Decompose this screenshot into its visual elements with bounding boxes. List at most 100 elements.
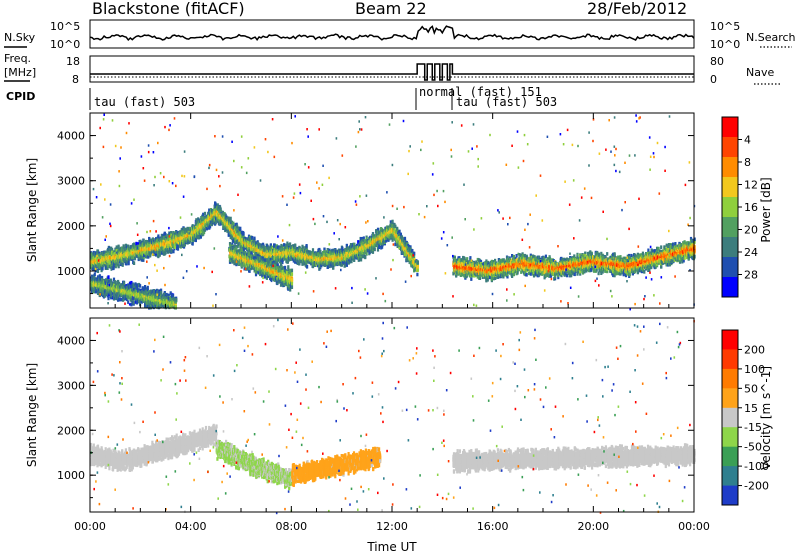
freq-label-line2: [MHz] [4, 66, 36, 79]
gate-cell [205, 226, 208, 231]
gate-cell [150, 238, 153, 243]
gate-cell [143, 242, 146, 246]
gate-cell [170, 231, 173, 235]
gate-cell [164, 235, 167, 239]
gate-cell [110, 254, 113, 258]
gate-cell [122, 245, 125, 250]
gate-cell [164, 250, 167, 255]
gate-cell [157, 254, 160, 259]
frequency-panel: Freq. [MHz] 18 8 80 0 Nave CPID [4, 52, 780, 103]
gate-cell [96, 249, 100, 254]
gate-cell [253, 236, 256, 241]
gate-cell [111, 247, 114, 252]
gate-cell [193, 236, 196, 240]
gate-cell [198, 235, 201, 240]
gate-cell [164, 233, 167, 237]
gate-cell [294, 243, 297, 248]
gate-cell [142, 255, 145, 260]
cpid-segment-1: tau (fast) 503 [94, 95, 195, 109]
gate-cell [203, 228, 207, 232]
gate-cell [186, 226, 189, 231]
gate-cell [191, 239, 194, 244]
sky-right-label: N.Search [746, 31, 796, 44]
date-title: 28/Feb/2012 [587, 0, 687, 18]
gate-cell [311, 248, 315, 252]
gate-cell [149, 253, 152, 258]
gate-cell [112, 266, 115, 271]
gate-cell [403, 236, 407, 241]
gate-cell [160, 234, 164, 238]
gate-cell [171, 243, 175, 248]
gate-cell [332, 266, 335, 270]
gate-cell [151, 237, 154, 241]
gate-cell [177, 244, 180, 248]
gate-cell [121, 263, 124, 267]
gate-cell [125, 261, 128, 266]
cpid-segment-3: tau (fast) 503 [456, 95, 557, 109]
gate-cell [132, 251, 135, 255]
gate-cell [214, 202, 217, 206]
gate-cell [209, 224, 212, 229]
gate-cell [108, 261, 111, 266]
freq-left-tick-bottom: 8 [72, 73, 79, 86]
freq-label-line1: Freq. [4, 52, 31, 65]
gate-cell [184, 227, 187, 232]
gate-cell [140, 258, 143, 262]
gate-cell [216, 203, 219, 207]
gate-cell [353, 258, 356, 262]
gate-cell [306, 265, 309, 269]
gate-cell [101, 254, 104, 259]
gate-cell [391, 219, 394, 224]
cpid-segments: tau (fast) 503 normal (fast) 151 tau (fa… [89, 85, 557, 110]
gate-cell [365, 252, 368, 256]
gate-cell [115, 245, 118, 249]
gate-cell [172, 249, 175, 254]
gate-cell [170, 249, 173, 253]
gate-cell [391, 238, 394, 242]
gate-cell [179, 243, 182, 248]
gate-cell [117, 264, 120, 268]
gate-cell [214, 220, 217, 225]
gate-cell [157, 234, 160, 238]
station-title: Blackstone (fitACF) [92, 0, 245, 18]
nave-label: Nave [746, 66, 774, 79]
gate-cell [210, 222, 213, 227]
gate-cell [178, 238, 181, 243]
gate-cell [111, 266, 114, 270]
gate-cell [360, 257, 363, 262]
gate-cell [90, 252, 94, 256]
gate-cell [111, 250, 114, 255]
gate-cell [181, 237, 184, 241]
gate-cell [108, 252, 111, 256]
gate-cell [182, 229, 185, 234]
gate-cell [213, 208, 216, 212]
gate-cell [195, 218, 198, 222]
gate-cell [155, 237, 158, 241]
freq-left-tick-top: 18 [66, 55, 80, 68]
sky-left-tick-bottom: 10^0 [50, 38, 80, 51]
gate-cell [142, 238, 145, 243]
gate-cell [176, 247, 180, 251]
gate-cell [133, 261, 136, 265]
gate-cell [305, 244, 308, 248]
gate-cell [373, 247, 376, 252]
gate-cell [98, 251, 101, 256]
gate-cell [364, 255, 367, 260]
gate-cell [101, 266, 104, 271]
sky-left-label: N.Sky [4, 31, 36, 44]
gate-cell [133, 242, 136, 247]
gate-cell [146, 240, 149, 244]
gate-cell [219, 205, 222, 210]
gate-cell [105, 265, 108, 270]
gate-cell [133, 256, 137, 261]
gate-cell [109, 255, 112, 260]
gate-cell [116, 253, 119, 258]
gate-cell [190, 232, 193, 236]
gate-cell [173, 245, 176, 249]
gate-cell [242, 231, 245, 236]
gate-cell [156, 244, 159, 248]
gate-cell [156, 242, 159, 246]
gate-cell [203, 211, 207, 216]
